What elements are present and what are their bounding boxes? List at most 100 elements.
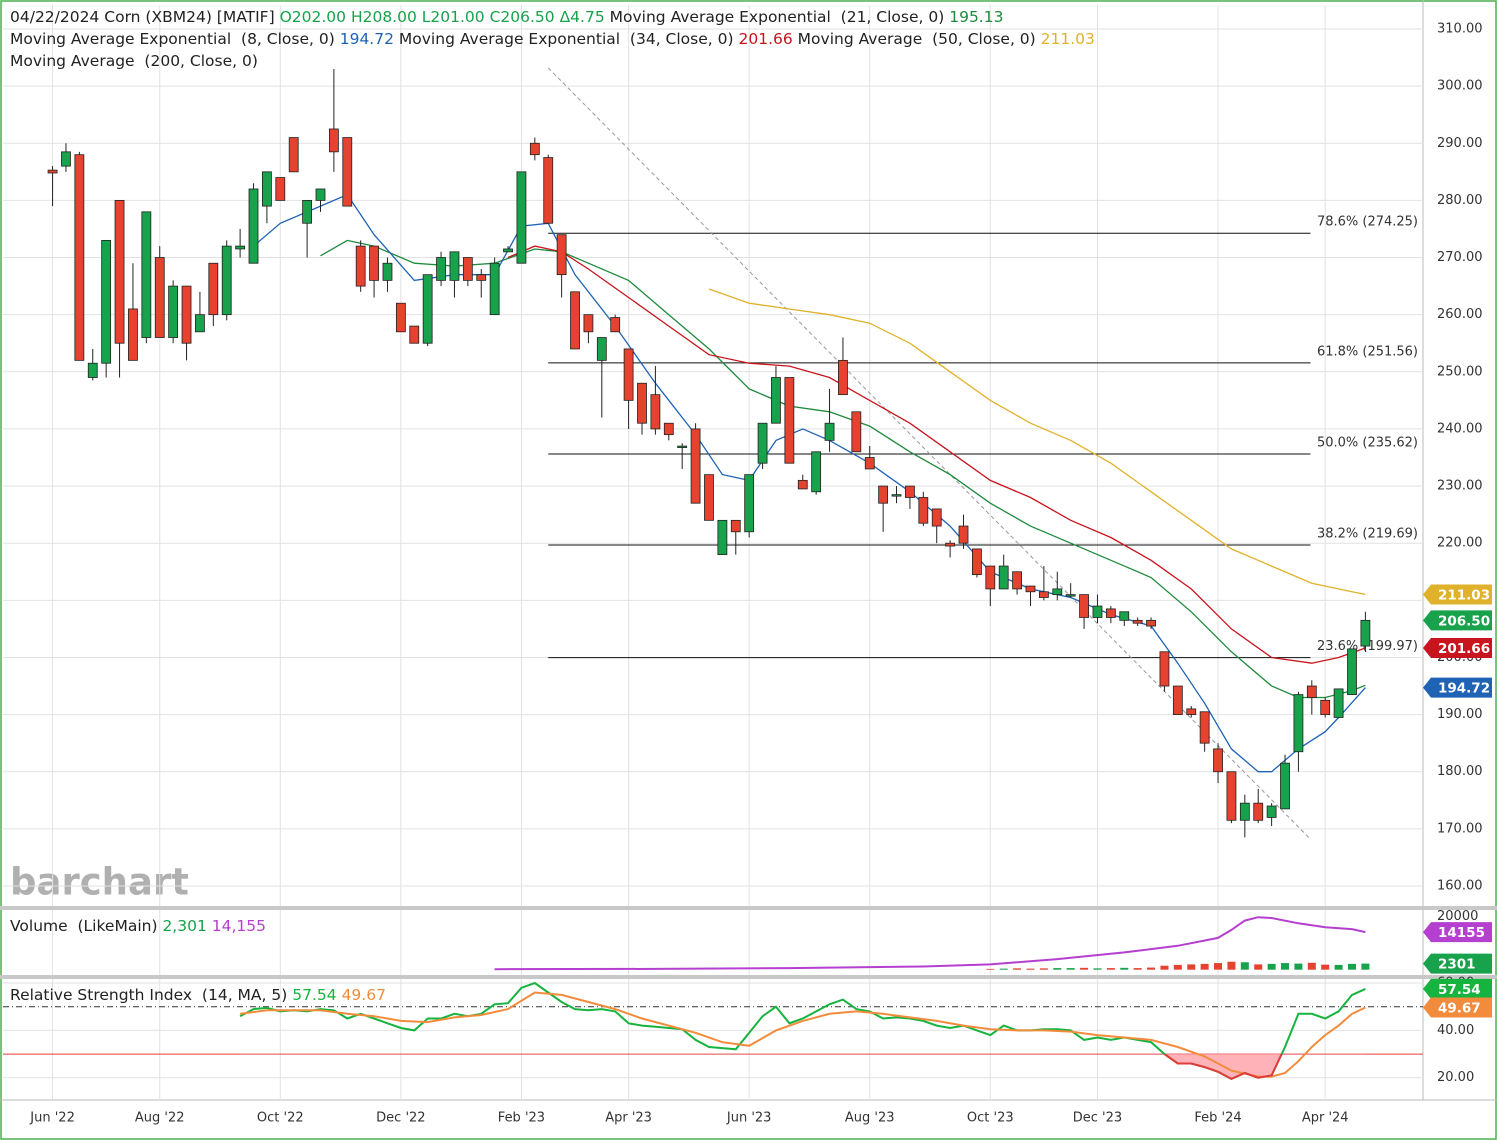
y-tick-label: 20.00 bbox=[1437, 1070, 1474, 1085]
volume-bar bbox=[1187, 964, 1196, 970]
candle-body bbox=[328, 128, 339, 153]
volume-badge-label: 2301 bbox=[1438, 957, 1476, 973]
candle-body bbox=[596, 337, 607, 361]
candle-body bbox=[154, 257, 165, 338]
candle-body bbox=[516, 171, 527, 264]
volume-legend: Volume (LikeMain) 2,301 14,155 bbox=[10, 915, 266, 937]
ohlc: Δ4.75 bbox=[559, 8, 605, 26]
ohlc: C206.50 bbox=[489, 8, 555, 26]
volume-bar bbox=[1214, 963, 1223, 970]
legend-name: Moving Average (50, Close, 0) bbox=[797, 30, 1036, 48]
ohlc: O202.00 bbox=[279, 8, 346, 26]
volume-badge bbox=[1423, 922, 1492, 943]
volume-bar bbox=[1227, 961, 1236, 970]
candle-body bbox=[195, 314, 205, 333]
y-tick-label: 220.00 bbox=[1437, 536, 1483, 551]
candle-body bbox=[610, 317, 621, 333]
candle-body bbox=[663, 422, 674, 436]
volume-bar bbox=[1267, 963, 1276, 970]
volume-bar bbox=[1281, 963, 1290, 970]
candle-body bbox=[476, 274, 487, 281]
rsi-badge bbox=[1423, 997, 1492, 1018]
candle-body bbox=[1253, 802, 1264, 821]
volume-bar bbox=[1200, 963, 1209, 970]
y-tick-label: 230.00 bbox=[1437, 479, 1483, 494]
candle-body bbox=[1226, 771, 1237, 821]
volume-bar bbox=[1294, 963, 1303, 970]
candle-body bbox=[101, 239, 112, 364]
candle-body bbox=[797, 479, 808, 490]
rsi-badge-label: 49.67 bbox=[1438, 1000, 1481, 1016]
candle-body bbox=[462, 257, 473, 281]
candle-body bbox=[744, 474, 755, 533]
candle-body bbox=[838, 359, 848, 396]
line bbox=[494, 916, 1366, 971]
oversold-fill bbox=[240, 1054, 1366, 1079]
volume-bar bbox=[1321, 964, 1330, 970]
y-tick-label: 40.00 bbox=[1437, 1023, 1474, 1038]
candle-body bbox=[262, 171, 272, 207]
candle-body bbox=[1065, 594, 1076, 597]
candle-body bbox=[811, 451, 822, 493]
close-badge bbox=[1423, 610, 1492, 631]
candle-body bbox=[503, 248, 513, 253]
candle-body bbox=[128, 308, 138, 361]
volume-bar bbox=[1026, 968, 1035, 970]
candle-body bbox=[248, 188, 259, 264]
candle-body bbox=[87, 362, 98, 378]
legend-value: 201.66 bbox=[738, 30, 793, 48]
y-tick-label: 170.00 bbox=[1437, 821, 1483, 836]
line bbox=[708, 288, 1366, 596]
volume-bar bbox=[1120, 967, 1129, 970]
x-tick-label: Oct '23 bbox=[967, 1111, 1014, 1126]
candle-body bbox=[570, 291, 580, 350]
candle-body bbox=[972, 548, 982, 576]
candle-body bbox=[382, 262, 393, 281]
candle-body bbox=[931, 508, 942, 527]
ohlc: H208.00 bbox=[350, 8, 417, 26]
y-tick-label: 280.00 bbox=[1437, 193, 1483, 208]
fib-label: 38.2% (219.69) bbox=[1317, 526, 1418, 541]
y-tick-label: 250.00 bbox=[1437, 364, 1483, 379]
x-tick-label: Aug '23 bbox=[845, 1111, 895, 1126]
candle-body bbox=[637, 382, 647, 424]
close-badge-label: 206.50 bbox=[1438, 613, 1490, 629]
candle-body bbox=[235, 245, 246, 250]
volume-bar bbox=[1307, 962, 1316, 970]
y-tick-label: 20000 bbox=[1437, 909, 1478, 924]
title: Relative Strength Index (14, MA, 5) bbox=[10, 986, 288, 1004]
volume-bar bbox=[999, 968, 1008, 970]
candle-body bbox=[1172, 685, 1183, 716]
volume-bar bbox=[1361, 963, 1370, 970]
y-tick-label: 160.00 bbox=[1437, 879, 1483, 894]
candle-body bbox=[677, 445, 688, 448]
candle-body bbox=[851, 411, 862, 453]
candle-body bbox=[208, 262, 219, 316]
candle-body bbox=[288, 137, 299, 173]
legend-value: 211.03 bbox=[1040, 30, 1095, 48]
candle-body bbox=[1306, 685, 1317, 698]
candle-body bbox=[824, 422, 835, 441]
candle-body bbox=[1347, 648, 1357, 696]
x-tick-label: Dec '23 bbox=[1073, 1111, 1122, 1126]
candle-body bbox=[449, 251, 460, 281]
rsi-badge-label: 57.54 bbox=[1438, 982, 1481, 998]
candle-body bbox=[1266, 805, 1277, 818]
y-tick-label: 260.00 bbox=[1437, 307, 1483, 322]
candle-body bbox=[422, 274, 433, 344]
volume-badge bbox=[1423, 953, 1492, 974]
line bbox=[507, 245, 1366, 664]
candle-body bbox=[918, 497, 929, 524]
separator bbox=[0, 906, 1497, 910]
x-tick-label: Feb '24 bbox=[1194, 1111, 1241, 1126]
candle-body bbox=[543, 157, 554, 224]
candle-body bbox=[730, 519, 741, 533]
candle-body bbox=[1105, 608, 1116, 618]
fib-label: 50.0% (235.62) bbox=[1317, 435, 1418, 450]
title: 04/22/2024 Corn (XBM24) [MATIF] bbox=[10, 8, 275, 26]
volume-bar bbox=[1160, 965, 1169, 970]
volume-bar bbox=[1254, 964, 1263, 970]
legend-name: Moving Average (200, Close, 0) bbox=[10, 52, 258, 70]
price-badge-label: 201.66 bbox=[1438, 641, 1490, 657]
